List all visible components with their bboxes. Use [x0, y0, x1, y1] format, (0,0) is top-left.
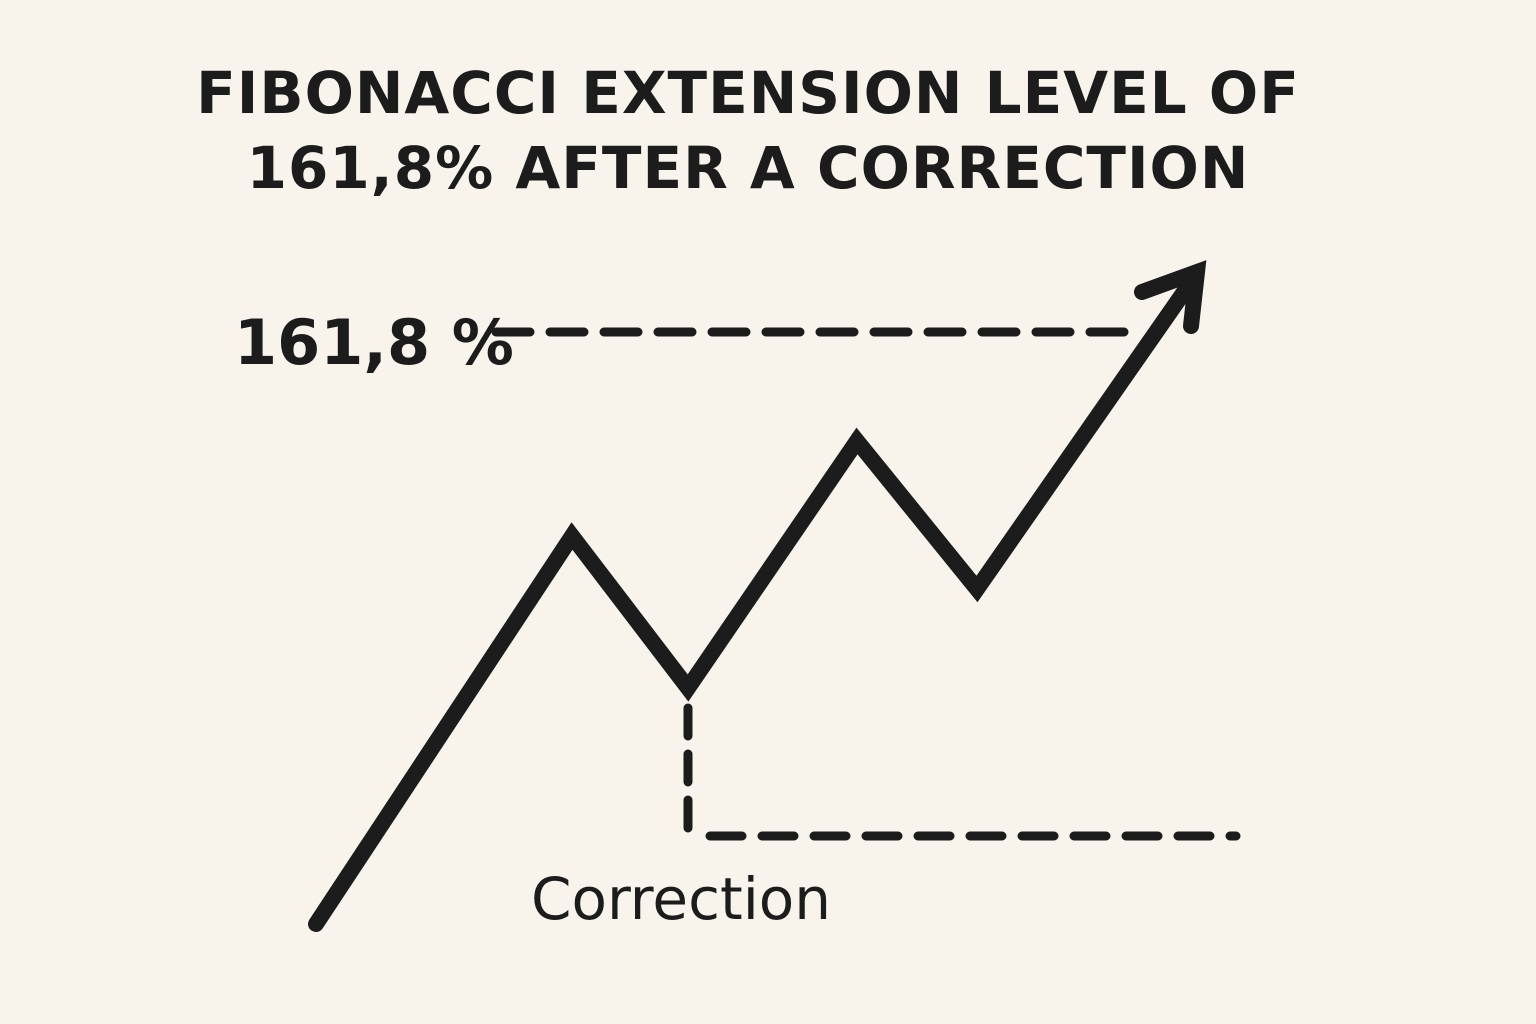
page-title: FIBONACCI EXTENSION LEVEL OF 161,8% AFTE… [0, 56, 1496, 206]
correction-label: Correction [531, 865, 832, 933]
extension-level-label: 161,8 % [234, 306, 514, 379]
title-line-1: FIBONACCI EXTENSION LEVEL OF [196, 59, 1300, 127]
price-path [308, 274, 1199, 932]
title-line-2: 161,8% AFTER A CORRECTION [246, 134, 1250, 202]
arrowhead-icon [1134, 260, 1207, 334]
